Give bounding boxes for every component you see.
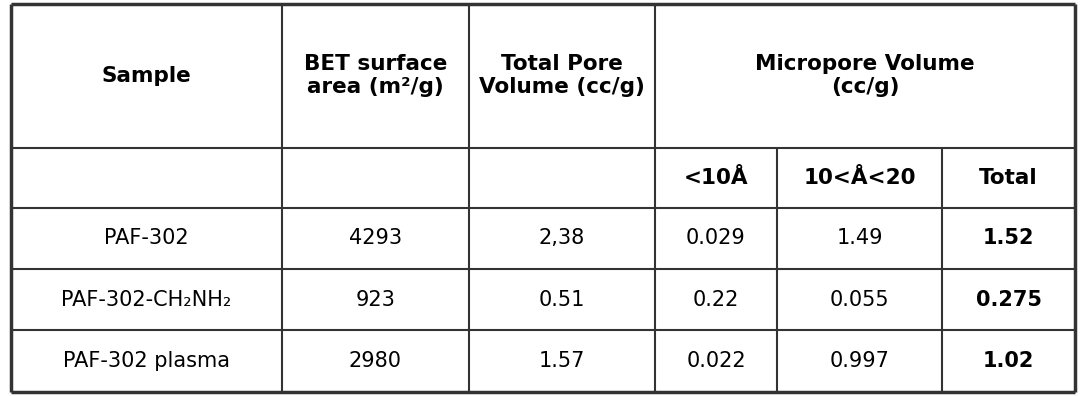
Text: 2980: 2980 (349, 351, 402, 371)
Text: 2,38: 2,38 (539, 228, 584, 248)
Text: 1.02: 1.02 (983, 351, 1034, 371)
Text: 0.022: 0.022 (686, 351, 746, 371)
Text: 0.029: 0.029 (686, 228, 746, 248)
Text: 0.22: 0.22 (693, 290, 740, 310)
Text: 0.51: 0.51 (539, 290, 585, 310)
Text: 0.275: 0.275 (975, 290, 1041, 310)
Text: 10<Å<20: 10<Å<20 (804, 168, 915, 188)
Text: <10Å: <10Å (683, 168, 748, 188)
Text: 4293: 4293 (349, 228, 402, 248)
Text: Total: Total (980, 168, 1038, 188)
Text: Micropore Volume
(cc/g): Micropore Volume (cc/g) (755, 54, 975, 97)
Text: PAF-302-CH₂NH₂: PAF-302-CH₂NH₂ (62, 290, 231, 310)
Text: 0.055: 0.055 (830, 290, 889, 310)
Text: Sample: Sample (102, 66, 191, 86)
Text: 923: 923 (355, 290, 395, 310)
Text: 0.997: 0.997 (830, 351, 889, 371)
Text: BET surface
area (m²/g): BET surface area (m²/g) (304, 54, 447, 97)
Text: 1.57: 1.57 (539, 351, 585, 371)
Text: 1.52: 1.52 (983, 228, 1034, 248)
Text: PAF-302 plasma: PAF-302 plasma (63, 351, 230, 371)
Text: PAF-302: PAF-302 (104, 228, 189, 248)
Text: Total Pore
Volume (cc/g): Total Pore Volume (cc/g) (479, 54, 645, 97)
Text: 1.49: 1.49 (836, 228, 883, 248)
